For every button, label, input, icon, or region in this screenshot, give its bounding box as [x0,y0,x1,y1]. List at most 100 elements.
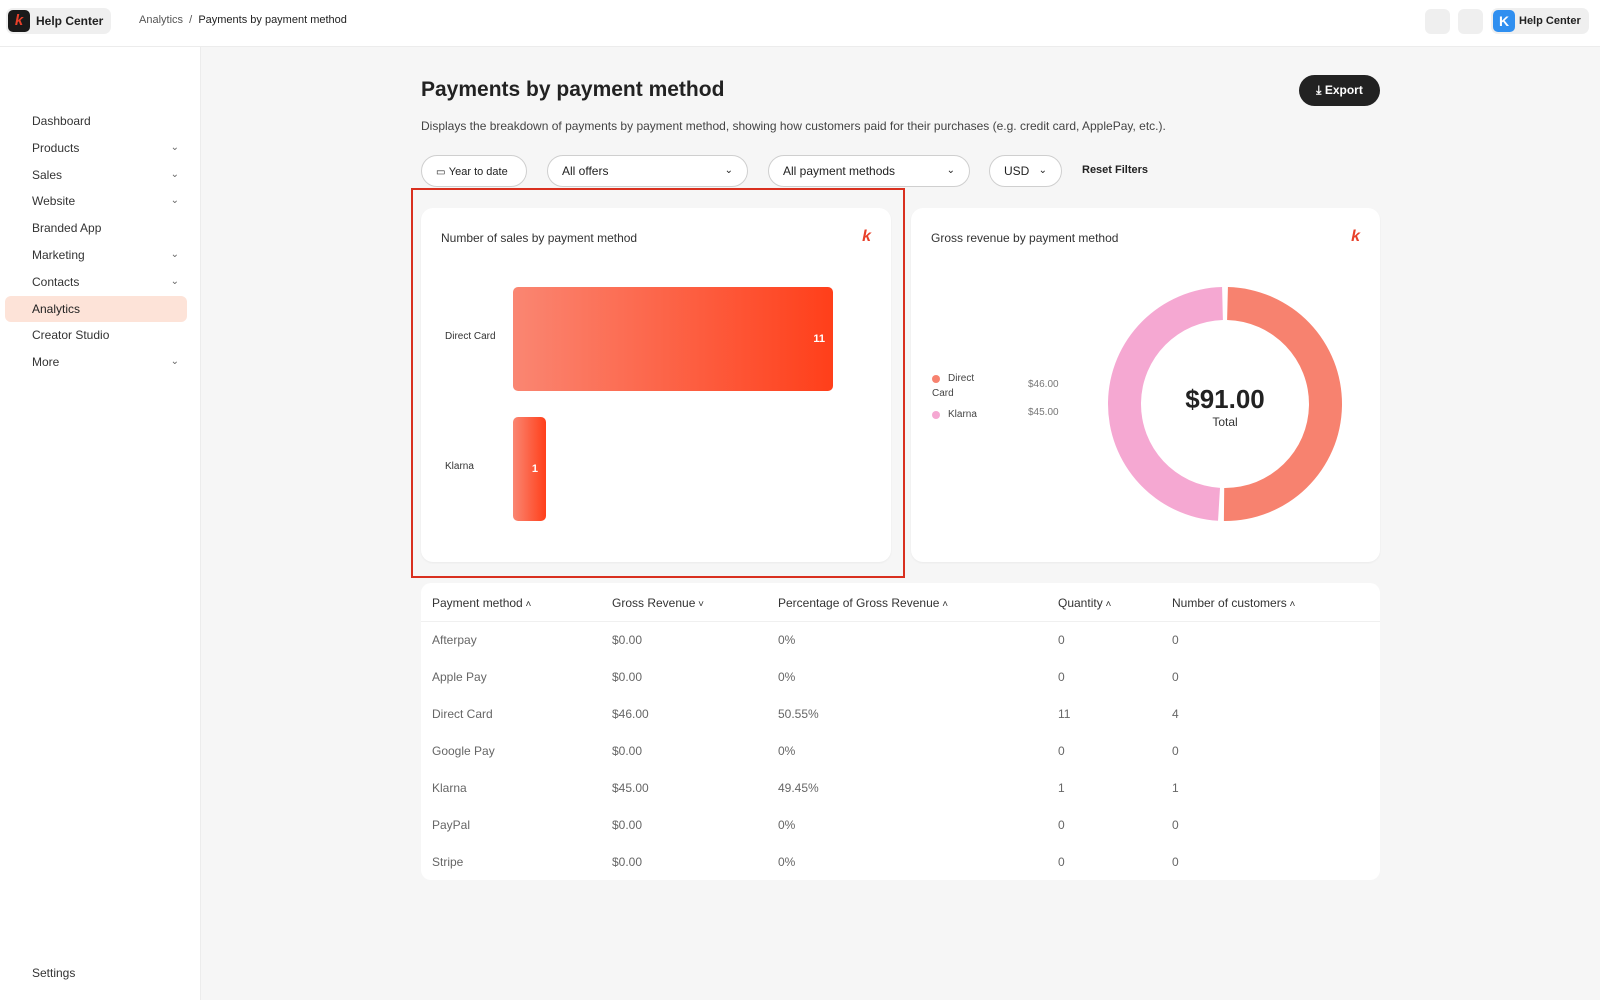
table-cell: PayPal [432,818,471,832]
table-cell: Klarna [432,781,467,795]
download-icon: ⤓ [1316,83,1322,97]
sort-up-icon: ˄ [522,599,532,610]
sidebar-item-branded-app[interactable]: Branded App [5,215,187,241]
table-cell: 0% [778,818,796,832]
table-cell: 0 [1058,744,1065,758]
offers-select[interactable]: All offers ⌄ [547,155,748,187]
table-cell: 11 [1058,707,1071,721]
currency-select[interactable]: USD ⌄ [989,155,1062,187]
sidebar-item-label: More [32,355,60,370]
table-cell: $46.00 [612,707,649,721]
sort-up-icon: ˄ [1102,599,1112,610]
sidebar-item-analytics[interactable]: Analytics [5,295,187,322]
revenue-donut-chart-card: Gross revenue by payment method k $91.00… [911,208,1380,562]
page-description: Displays the breakdown of payments by pa… [421,119,1166,133]
sidebar-item-products[interactable]: Products ⌄ [5,135,187,161]
chevron-down-icon: ⌄ [170,356,179,368]
table-cell: Google Pay [432,744,495,758]
sidebar-item-label: Creator Studio [32,328,110,343]
export-label: Export [1324,83,1363,97]
chart-title: Gross revenue by payment method [931,231,1119,245]
help-center-account-button[interactable]: K Help Center [1491,8,1589,34]
currency-label: USD [1004,164,1030,178]
sidebar-item-contacts[interactable]: Contacts ⌄ [5,269,187,295]
table-cell: $0.00 [612,818,643,832]
brand-logo-icon: k [1351,228,1360,245]
sort-up-icon: ˄ [939,599,949,610]
table-row: Apple Pay $0.00 0% 0 0 [421,664,1380,701]
column-header[interactable]: Payment method ˄ [432,596,531,610]
table-cell: $0.00 [612,670,643,684]
sidebar: Settings Dashboard Products ⌄ Sales ⌄ Website… [0,47,201,1000]
table-cell: $0.00 [612,633,643,647]
offers-label: All offers [562,164,609,178]
column-header-label: Number of customers [1172,596,1287,610]
export-button[interactable]: ⤓ Export [1299,75,1380,106]
page-title: Payments by payment method [421,78,725,101]
methods-label: All payment methods [783,164,896,178]
calendar-icon: ▭ [436,167,446,178]
sidebar-item-label: Analytics [32,301,81,316]
app-logo-icon: K [1493,10,1515,32]
legend-dot [932,375,940,383]
sidebar-item-label: Branded App [32,221,102,236]
sidebar-item-marketing[interactable]: Marketing ⌄ [5,242,187,268]
reset-filters-button[interactable]: Reset Filters [1082,164,1149,176]
table-cell: 1 [1058,781,1065,795]
bar-klarna[interactable]: 1 [513,417,546,521]
chevron-down-icon: ⌄ [724,165,733,176]
sidebar-item-creator-studio[interactable]: Creator Studio [5,322,187,348]
sort-up-icon: ˄ [1286,599,1296,610]
column-header[interactable]: Gross Revenue ˅ [612,596,704,610]
table-cell: 0 [1172,818,1179,832]
bar-direct-card[interactable]: 11 [513,287,833,391]
table-cell: 0 [1172,744,1179,758]
sales-bar-chart-card: Number of sales by payment method k Dire… [421,208,891,562]
column-header[interactable]: Quantity ˄ [1058,596,1111,610]
sidebar-item-dashboard[interactable]: Dashboard [5,108,187,134]
sidebar-item-label: Sales [32,167,63,182]
date-range-filter[interactable]: ▭ Year to date [421,155,527,187]
table-cell: 0 [1058,855,1065,869]
chevron-down-icon: ⌄ [1038,165,1047,176]
table-cell: $0.00 [612,855,643,869]
breadcrumb-analytics[interactable]: Analytics [139,14,184,26]
column-header[interactable]: Percentage of Gross Revenue ˄ [778,596,948,610]
table-cell: $0.00 [612,744,643,758]
sidebar-item-more[interactable]: More ⌄ [5,349,187,375]
bar-category-label: Direct Card [445,331,496,342]
help-center-button[interactable]: k Help Center [6,8,112,34]
payment-methods-select[interactable]: All payment methods ⌄ [768,155,970,187]
account-label: Help Center [1519,15,1581,27]
sidebar-item-sales[interactable]: Sales ⌄ [5,162,187,188]
column-header-label: Quantity [1058,596,1103,610]
brand-logo-icon: k [8,10,30,32]
table-cell: 0% [778,670,796,684]
sidebar-item-settings[interactable]: Settings [32,966,76,980]
table-cell: $45.00 [612,781,649,795]
toolbar-button-1[interactable] [1425,9,1450,34]
legend-label: Direct Card [932,373,975,399]
donut-total-label: Total [1212,415,1238,429]
table-cell: Apple Pay [432,670,487,684]
table-cell: 49.45% [778,781,819,795]
table-cell: 0 [1058,818,1065,832]
table-cell: 0% [778,633,796,647]
toolbar-button-2[interactable] [1458,9,1483,34]
sort-down-icon: ˅ [695,599,704,610]
legend-dot [932,411,940,419]
table-row: Klarna $45.00 49.45% 1 1 [421,775,1380,812]
table-row: Stripe $0.00 0% 0 0 [421,849,1380,886]
column-header-label: Gross Revenue [612,596,696,610]
donut-slice-direct-card[interactable] [1223,287,1343,521]
column-header[interactable]: Number of customers ˄ [1172,596,1295,610]
chart-title: Number of sales by payment method [441,231,638,245]
sidebar-item-website[interactable]: Website ⌄ [5,188,187,214]
sidebar-item-label: Products [32,140,80,155]
table-cell: 0 [1172,670,1179,684]
chevron-down-icon: ⌄ [170,141,179,153]
date-range-label: Year to date [448,166,508,178]
donut-slice-klarna[interactable] [1107,287,1223,521]
table-row: PayPal $0.00 0% 0 0 [421,812,1380,849]
donut-total-value: $91.00 [1185,384,1265,414]
